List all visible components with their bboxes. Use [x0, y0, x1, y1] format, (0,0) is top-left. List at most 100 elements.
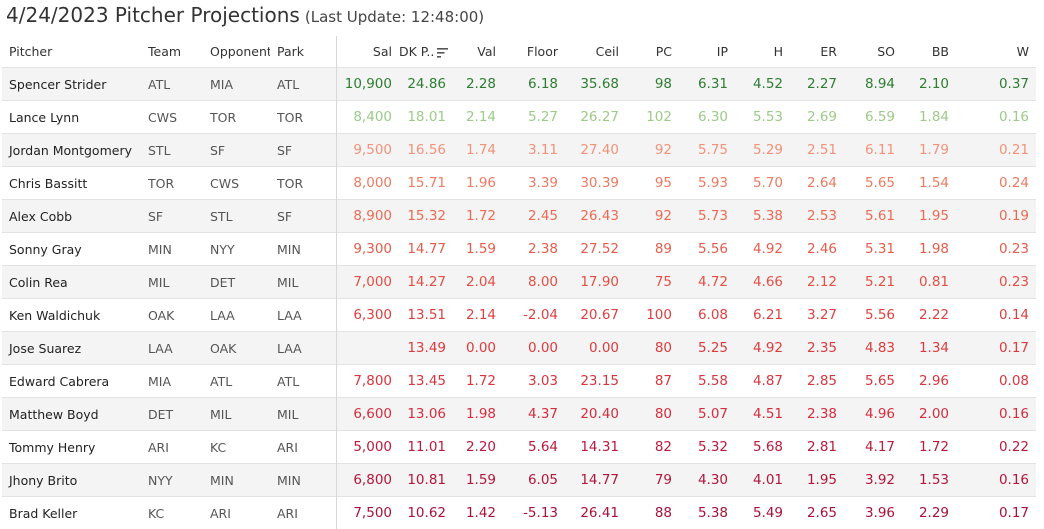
cell-dk: 15.71: [399, 167, 453, 200]
column-header-ip[interactable]: IP: [679, 36, 735, 68]
cell-er: 2.85: [790, 365, 844, 398]
cell-pitcher: Jose Suarez: [2, 332, 141, 365]
cell-pc: 80: [626, 398, 679, 431]
cell-team: ARI: [141, 431, 203, 464]
column-header-team[interactable]: Team: [141, 36, 203, 68]
cell-sal: 7,800: [336, 365, 399, 398]
cell-opponent: MIN: [203, 464, 270, 497]
cell-dk: 15.32: [399, 200, 453, 233]
cell-val: 2.14: [453, 101, 503, 134]
cell-dk: 13.51: [399, 299, 453, 332]
cell-floor: 3.39: [503, 167, 565, 200]
cell-park: MIL: [270, 266, 336, 299]
column-header-pitcher[interactable]: Pitcher: [2, 36, 141, 68]
cell-ip: 5.25: [679, 332, 735, 365]
cell-opponent: KC: [203, 431, 270, 464]
cell-ceil: 20.40: [565, 398, 626, 431]
cell-pitcher: Chris Bassitt: [2, 167, 141, 200]
cell-ip: 5.38: [679, 497, 735, 529]
cell-er: 2.38: [790, 398, 844, 431]
cell-bb: 1.95: [902, 200, 956, 233]
cell-pc: 82: [626, 431, 679, 464]
cell-w: 0.17: [956, 332, 1036, 365]
cell-dk: 13.45: [399, 365, 453, 398]
cell-bb: 0.81: [902, 266, 956, 299]
cell-w: 0.23: [956, 266, 1036, 299]
cell-bb: 1.34: [902, 332, 956, 365]
page-title-bar: 4/24/2023 Pitcher Projections (Last Upda…: [6, 3, 484, 31]
cell-park: TOR: [270, 101, 336, 134]
cell-h: 5.70: [735, 167, 790, 200]
column-header-h[interactable]: H: [735, 36, 790, 68]
cell-pitcher: Edward Cabrera: [2, 365, 141, 398]
cell-park: MIN: [270, 464, 336, 497]
cell-ceil: 14.31: [565, 431, 626, 464]
sort-descending-icon[interactable]: [437, 48, 449, 58]
cell-h: 4.92: [735, 233, 790, 266]
cell-pc: 88: [626, 497, 679, 529]
cell-team: DET: [141, 398, 203, 431]
cell-pitcher: Brad Keller: [2, 497, 141, 529]
cell-ceil: 30.39: [565, 167, 626, 200]
cell-ceil: 26.43: [565, 200, 626, 233]
cell-h: 5.68: [735, 431, 790, 464]
cell-ip: 5.93: [679, 167, 735, 200]
cell-team: OAK: [141, 299, 203, 332]
cell-pc: 92: [626, 200, 679, 233]
column-header-floor[interactable]: Floor: [503, 36, 565, 68]
cell-sal: 8,000: [336, 167, 399, 200]
column-header-pc[interactable]: PC: [626, 36, 679, 68]
column-header-w[interactable]: W: [956, 36, 1036, 68]
last-update-text: (Last Update: 12:48:00): [305, 8, 484, 26]
page-title: 4/24/2023 Pitcher Projections: [6, 3, 300, 27]
cell-so: 5.61: [844, 200, 902, 233]
cell-floor: 6.05: [503, 464, 565, 497]
column-header-sal[interactable]: Sal: [336, 36, 399, 68]
column-header-bb[interactable]: BB: [902, 36, 956, 68]
cell-h: 5.49: [735, 497, 790, 529]
column-header-opponent[interactable]: Opponent: [203, 36, 270, 68]
cell-park: ARI: [270, 497, 336, 529]
cell-team: KC: [141, 497, 203, 529]
cell-opponent: MIA: [203, 68, 270, 101]
cell-er: 3.27: [790, 299, 844, 332]
cell-opponent: LAA: [203, 299, 270, 332]
cell-team: LAA: [141, 332, 203, 365]
column-header-ceil[interactable]: Ceil: [565, 36, 626, 68]
cell-opponent: CWS: [203, 167, 270, 200]
cell-so: 4.83: [844, 332, 902, 365]
column-header-park[interactable]: Park: [270, 36, 336, 68]
column-header-dk-points[interactable]: DK P..: [399, 36, 453, 68]
cell-ip: 5.75: [679, 134, 735, 167]
cell-floor: 2.38: [503, 233, 565, 266]
cell-er: 2.53: [790, 200, 844, 233]
cell-w: 0.14: [956, 299, 1036, 332]
cell-so: 5.31: [844, 233, 902, 266]
cell-val: 1.59: [453, 233, 503, 266]
cell-park: ATL: [270, 365, 336, 398]
cell-so: 6.11: [844, 134, 902, 167]
column-header-val[interactable]: Val: [453, 36, 503, 68]
column-header-so[interactable]: SO: [844, 36, 902, 68]
column-header-er[interactable]: ER: [790, 36, 844, 68]
cell-ceil: 26.41: [565, 497, 626, 529]
cell-er: 2.27: [790, 68, 844, 101]
cell-val: 1.42: [453, 497, 503, 529]
cell-pc: 89: [626, 233, 679, 266]
cell-ip: 5.56: [679, 233, 735, 266]
